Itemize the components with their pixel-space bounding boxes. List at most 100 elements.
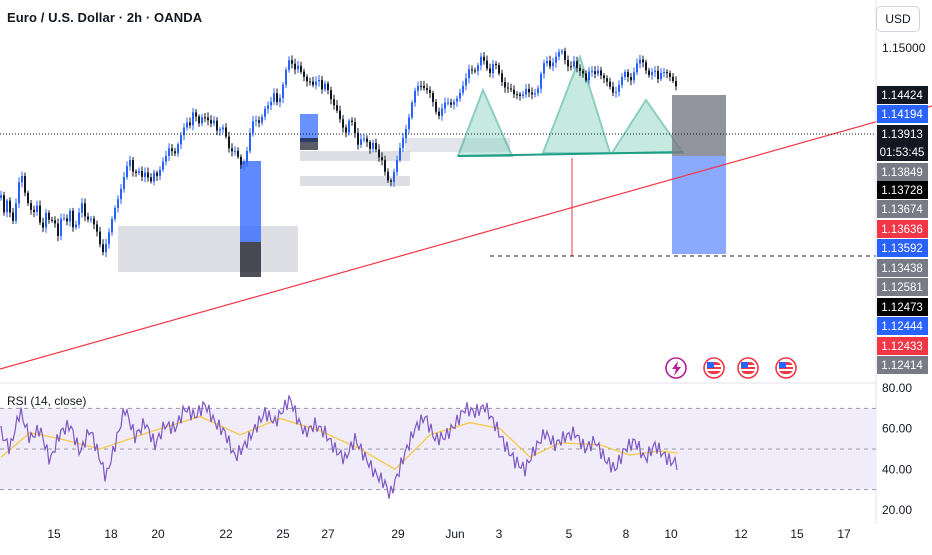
candle xyxy=(564,47,566,65)
blue-order-block xyxy=(240,161,261,242)
candle xyxy=(435,99,437,115)
rsi-pane[interactable] xyxy=(0,395,876,499)
candle xyxy=(396,155,398,176)
candle xyxy=(543,59,545,79)
candle xyxy=(465,73,467,91)
candle xyxy=(576,56,578,73)
time-tick-label: 29 xyxy=(391,527,405,541)
candle xyxy=(288,56,290,73)
candle xyxy=(417,81,419,96)
us-flag-icon[interactable] xyxy=(737,357,759,379)
time-axis[interactable]: 15 18 20 22 25 27 29 Jun 3 5 8 10 12 15 17 xyxy=(47,527,851,541)
chart-title: Euro / U.S. Dollar · 2h · OANDA xyxy=(7,10,203,25)
candle xyxy=(78,207,80,229)
candle xyxy=(75,220,77,230)
candle xyxy=(366,135,368,147)
candle xyxy=(534,88,536,98)
candle xyxy=(474,67,476,74)
candle xyxy=(675,76,677,91)
candle xyxy=(126,161,128,180)
us-flag-icon[interactable] xyxy=(775,357,797,379)
rsi-axis[interactable]: 80.00 60.00 40.00 20.00 xyxy=(882,381,912,517)
candle xyxy=(228,131,230,153)
candle xyxy=(189,117,191,129)
rsi-tick-label: 80.00 xyxy=(882,381,912,395)
price-tick-label: 1.15000 xyxy=(882,41,926,55)
candle xyxy=(525,84,527,98)
time-tick-label: 15 xyxy=(47,527,61,541)
currency-button[interactable]: USD xyxy=(876,6,920,32)
candle xyxy=(309,77,311,86)
time-tick-label: 20 xyxy=(151,527,165,541)
candle xyxy=(102,239,104,256)
price-label: 1.13728 xyxy=(877,181,928,199)
demand-zone-left xyxy=(118,226,298,272)
candle xyxy=(279,94,281,107)
candle xyxy=(351,117,353,126)
trendline[interactable] xyxy=(0,105,932,370)
candle xyxy=(273,88,275,105)
candle xyxy=(303,68,305,82)
candle xyxy=(159,166,161,181)
candle xyxy=(378,144,380,162)
candle xyxy=(222,124,224,134)
lightning-icon[interactable] xyxy=(665,357,687,379)
candle xyxy=(291,55,293,69)
candle xyxy=(411,100,413,120)
us-flag-icon[interactable] xyxy=(703,357,725,379)
short-position-tool[interactable] xyxy=(672,95,726,254)
candle xyxy=(315,76,317,90)
price-label: 1.12581 xyxy=(877,278,928,296)
candle xyxy=(579,64,581,77)
rsi-indicator-label[interactable]: RSI (14, close) xyxy=(7,394,87,408)
candle xyxy=(24,172,26,197)
candle xyxy=(18,177,20,209)
candle xyxy=(36,200,38,216)
event-icons[interactable] xyxy=(665,357,797,379)
candle xyxy=(648,67,650,78)
candle xyxy=(663,68,665,78)
candle xyxy=(660,68,662,82)
candle xyxy=(93,215,95,230)
candle xyxy=(270,96,272,111)
candle xyxy=(486,55,488,71)
candle xyxy=(372,139,374,153)
candle xyxy=(165,150,167,166)
candle xyxy=(609,77,611,90)
candle xyxy=(630,73,632,86)
candle xyxy=(72,207,74,232)
candle xyxy=(12,208,14,224)
candle xyxy=(276,88,278,106)
candle xyxy=(510,83,512,93)
candle xyxy=(249,128,251,154)
neckline xyxy=(457,151,684,157)
candle xyxy=(420,80,422,91)
candle xyxy=(480,52,482,71)
candle xyxy=(357,127,359,150)
candle xyxy=(519,92,521,101)
candle xyxy=(39,200,41,225)
candle xyxy=(99,226,101,248)
candle xyxy=(201,114,203,127)
candle xyxy=(651,68,653,80)
candle xyxy=(384,155,386,176)
zone-mid-lower xyxy=(300,176,410,186)
candle xyxy=(360,134,362,148)
candle xyxy=(432,90,434,107)
candle xyxy=(477,62,479,76)
candle xyxy=(456,95,458,107)
candle xyxy=(48,210,50,224)
blue-top-block xyxy=(300,114,318,142)
candle xyxy=(546,56,548,67)
zone-mid-upper xyxy=(300,151,410,161)
candle xyxy=(261,114,263,126)
candle xyxy=(597,65,599,77)
price-axis[interactable]: 1.15000 1.14424 1.14194 1.13913 01:53:45 1.13… xyxy=(877,41,928,374)
candle xyxy=(297,60,299,73)
candle xyxy=(327,81,329,95)
candle xyxy=(339,105,341,123)
svg-text:1.13913: 1.13913 xyxy=(881,129,923,141)
candle xyxy=(213,116,215,126)
